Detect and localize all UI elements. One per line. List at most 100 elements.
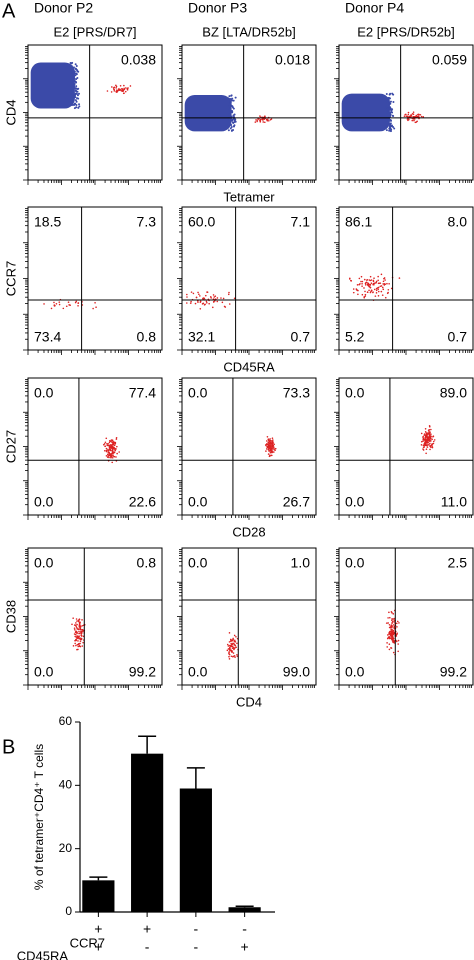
event-dot: [233, 119, 236, 122]
event-dot: [231, 645, 233, 648]
event-dot: [78, 622, 81, 625]
event-dot: [111, 441, 113, 443]
quadrant-percent: 0.0: [188, 385, 208, 401]
event-dot: [391, 92, 394, 95]
event-dot: [53, 301, 55, 304]
event-dot: [58, 301, 61, 303]
event-dot: [206, 291, 208, 293]
event-dot: [388, 648, 391, 651]
event-dot: [73, 84, 76, 87]
event-dot: [388, 623, 391, 626]
event-dot: [75, 90, 78, 93]
event-dot: [53, 305, 56, 307]
event-dot: [72, 97, 75, 100]
event-dot: [410, 114, 412, 117]
event-dot: [385, 92, 388, 95]
event-dot: [107, 453, 109, 456]
event-dot: [427, 429, 430, 432]
event-dot: [74, 99, 77, 102]
event-dot: [366, 291, 369, 294]
event-dot: [422, 449, 425, 451]
event-dot: [228, 651, 230, 653]
event-dot: [368, 289, 370, 292]
y-axis-label: CD4: [3, 99, 18, 125]
event-dot: [116, 452, 118, 455]
flow-plot: 0.038: [23, 44, 163, 185]
x-axis-label: Tetramer: [223, 189, 275, 204]
event-dot: [361, 280, 364, 283]
event-dot: [108, 447, 111, 449]
event-dot: [79, 640, 82, 642]
event-dot: [429, 440, 431, 442]
event-dot: [431, 438, 433, 441]
event-dot: [223, 305, 226, 308]
quadrant-percent: 11.0: [441, 494, 467, 510]
event-dot: [377, 288, 380, 291]
quadrant-percent: 99.2: [129, 664, 156, 680]
event-dot: [420, 432, 423, 435]
event-dot: [422, 438, 425, 441]
event-dot: [408, 118, 410, 121]
event-dot: [77, 628, 80, 631]
event-dot: [380, 290, 383, 293]
donor-name: Donor P4: [345, 0, 404, 16]
event-dot: [230, 94, 233, 97]
event-dot: [76, 623, 78, 626]
event-dot: [355, 289, 358, 291]
event-dot: [267, 443, 269, 445]
event-dot: [112, 443, 114, 445]
quadrant-percent: 0.7: [448, 329, 468, 345]
event-dot: [227, 129, 230, 132]
event-dot: [268, 441, 271, 443]
event-dot: [231, 639, 234, 642]
event-dot: [269, 438, 271, 440]
quadrant-percent: 0.0: [345, 555, 365, 571]
quadrant-percent: 0.0: [34, 664, 54, 680]
row-label: CD45RA: [17, 948, 69, 960]
event-dot: [425, 433, 428, 436]
event-dot: [75, 625, 77, 628]
event-dot: [396, 632, 398, 635]
event-dot: [122, 89, 125, 92]
event-dot: [423, 434, 425, 437]
quadrant-percent: 0.018: [275, 52, 310, 68]
event-dot: [111, 456, 114, 459]
event-dot: [110, 453, 112, 456]
event-dot: [234, 120, 237, 123]
event-dot: [414, 116, 417, 118]
event-dot: [271, 451, 273, 454]
event-dot: [229, 118, 232, 121]
event-dot: [230, 639, 232, 641]
event-dot: [58, 303, 61, 306]
event-dot: [78, 630, 80, 633]
event-dot: [73, 94, 76, 97]
event-dot: [73, 624, 76, 626]
event-dot: [429, 442, 431, 445]
event-dot: [228, 655, 230, 658]
event-dot: [350, 279, 352, 282]
event-dot: [110, 91, 113, 93]
event-dot: [384, 283, 387, 286]
event-dot: [422, 446, 425, 449]
event-dot: [230, 655, 233, 658]
event-dot: [78, 103, 81, 106]
event-dot: [228, 644, 231, 647]
panel-label: B: [2, 736, 15, 758]
event-dot: [231, 118, 234, 121]
event-dot: [216, 300, 219, 303]
event-dot: [406, 118, 409, 120]
x-axis-label: CD4: [236, 694, 262, 709]
flow-plot: 0.0 89.0 0.0 11.0: [334, 377, 474, 520]
event-dot: [259, 120, 262, 122]
event-dot: [195, 296, 198, 299]
flow-plot: 0.0 1.0 0.0 99.0: [177, 547, 317, 690]
event-dot: [122, 92, 125, 95]
event-dot: [105, 447, 108, 450]
event-dot: [233, 655, 236, 657]
event-dot: [228, 103, 231, 106]
event-dot: [270, 118, 273, 120]
event-dot: [110, 444, 113, 446]
event-dot: [214, 300, 216, 302]
event-dot: [262, 121, 265, 123]
event-dot: [71, 103, 74, 106]
